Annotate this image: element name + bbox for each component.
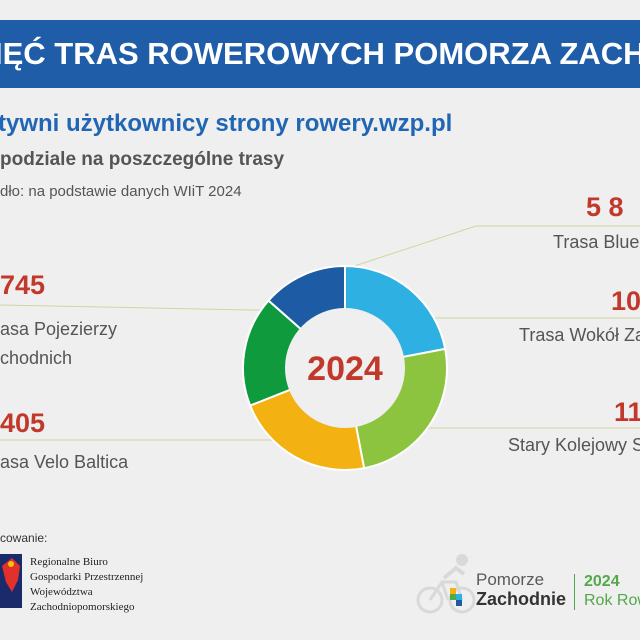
chart-source: dło: na podstawie danych WIiT 2024 [0, 183, 242, 200]
agency-line-2: Gospodarki Przestrzennej [30, 571, 144, 583]
cyclist-logo-icon [416, 554, 476, 614]
agency-line-1: Regionalne Biuro [30, 556, 108, 568]
year-badge-line-2: Rok Rowe [584, 592, 640, 609]
leader-line-blue [317, 225, 640, 279]
slice-value-darkgreen: 405 [0, 408, 46, 438]
slice-value-green: 10 [611, 286, 640, 316]
brand-wordmark: Pomorze Zachodnie [476, 570, 567, 610]
year-badge-line-1: 2024 [584, 573, 620, 590]
brand-line-2: Zachodnie [476, 589, 567, 609]
slice-label-green: Trasa Wokół Za [519, 325, 640, 345]
chart-subtitle: podziale na poszczególne trasy [0, 149, 285, 170]
header-banner: IĘĆ TRAS ROWEROWYCH POMORZA ZACHODNIEGO [0, 20, 640, 88]
leader-line-darkblue [0, 304, 260, 311]
brand-divider [574, 574, 575, 610]
agency-name: Regionalne Biuro Gospodarki Przestrzenne… [30, 555, 143, 615]
slice-label-blue: Trasa Blue [553, 232, 640, 252]
slice-label-darkblue-line1: asa Pojezierzy [0, 319, 118, 339]
donut-hole [285, 308, 405, 428]
slice-label-darkgreen: asa Velo Baltica [0, 452, 129, 472]
funded-by-label: cowanie: [0, 531, 48, 545]
center-year-label: 2024 [307, 350, 383, 388]
year-badge: 2024 Rok Rowe [584, 573, 640, 611]
slice-value-blue: 5 8 [586, 192, 624, 222]
regional-emblem-icon [0, 554, 22, 608]
brand-line-1: Pomorze [476, 570, 545, 589]
slice-label-darkblue-line2: chodnich [0, 348, 73, 368]
slice-value-darkblue: 745 [0, 270, 46, 300]
slice-label-yellow: Stary Kolejowy S [508, 435, 640, 455]
agency-line-3: Województwa [30, 586, 93, 598]
slice-value-yellow: 11 [614, 397, 640, 427]
chart-title: tywni użytkownicy strony rowery.wzp.pl [0, 110, 453, 137]
agency-line-4: Zachodniopomorskiego [30, 601, 135, 613]
